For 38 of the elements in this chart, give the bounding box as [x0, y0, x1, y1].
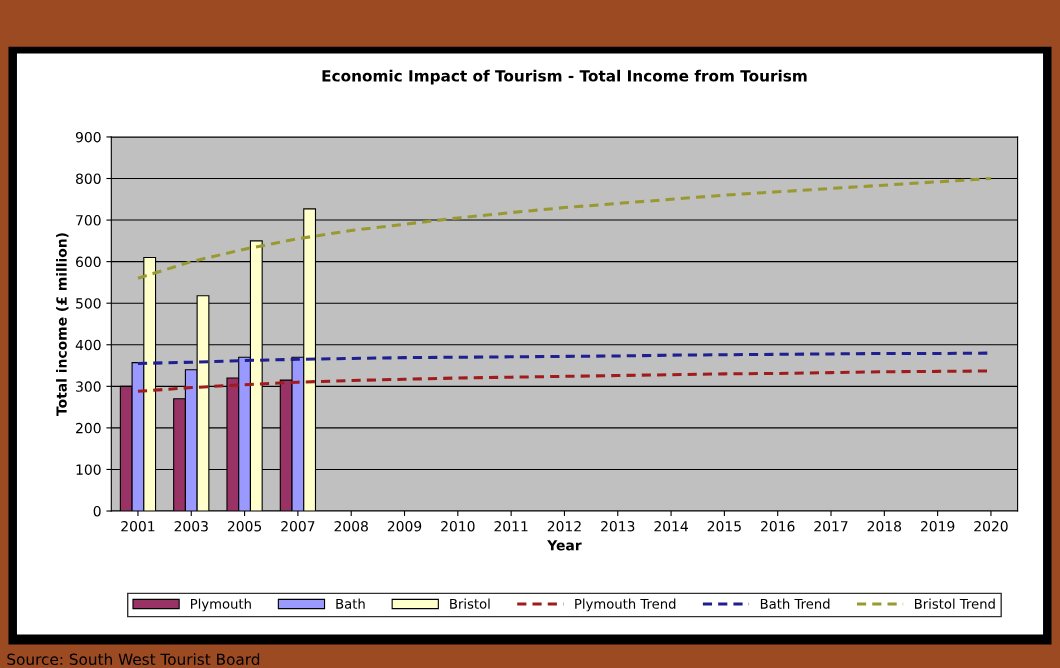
y-tick-label: 900 [75, 131, 101, 143]
x-tick-label: 2008 [334, 520, 368, 532]
y-tick-label: 700 [76, 215, 101, 226]
x-tick-label: 2011 [494, 520, 528, 532]
legend-label: Bath Trend [760, 598, 830, 609]
y-tick-label: 400 [75, 339, 101, 351]
x-tick-label: 2014 [654, 520, 688, 532]
x-tick-label: 2013 [601, 520, 635, 532]
legend-label: Bath [336, 598, 365, 609]
legend-label: Bristol Trend [915, 598, 995, 609]
y-tick-label: 500 [76, 298, 101, 309]
x-tick-label: 2017 [814, 520, 848, 532]
y-tick-label: 0 [93, 505, 101, 517]
source-note: Source: South West Tourist Board [7, 653, 260, 666]
y-axis-title: Total income (£ million) [56, 233, 69, 416]
x-tick-label: 2005 [227, 520, 262, 532]
x-tick-label: 2009 [387, 520, 422, 532]
y-tick-label: 100 [76, 464, 101, 475]
chart-title: Economic Impact of Tourism - Total Income from Tourism [322, 69, 807, 85]
x-tick-label: 2007 [281, 520, 315, 532]
y-tick-label: 200 [76, 422, 101, 434]
x-tick-label: 2012 [547, 520, 581, 532]
x-tick-label: 2010 [441, 520, 475, 532]
x-tick-label: 2018 [867, 520, 902, 532]
x-tick-label: 2019 [920, 520, 955, 532]
x-tick-label: 2015 [707, 520, 741, 532]
y-tick-label: 600 [76, 256, 101, 268]
x-tick-label: 2020 [974, 520, 1008, 532]
legend-label: Plymouth Trend [575, 598, 676, 612]
x-tick-label: 2001 [121, 520, 155, 532]
y-tick-label: 300 [76, 381, 101, 392]
line-series [136, 176, 993, 280]
x-tick-label: 2016 [761, 520, 795, 532]
y-tick-label: 800 [76, 173, 101, 184]
x-axis-title: Year [547, 540, 582, 551]
legend-label: Plymouth [191, 598, 251, 612]
x-tick-label: 2003 [174, 520, 208, 532]
legend-label: Bristol [450, 598, 490, 609]
